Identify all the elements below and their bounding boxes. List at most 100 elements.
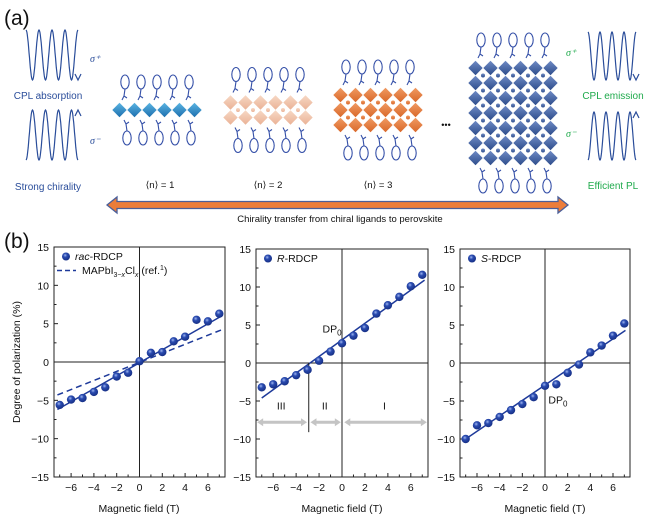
cation bbox=[376, 115, 380, 120]
region-label: III bbox=[277, 400, 286, 412]
data-point bbox=[586, 348, 595, 357]
chiral-ligand-icon bbox=[359, 134, 369, 161]
structure-n1-slab bbox=[112, 102, 202, 118]
data-point bbox=[101, 383, 110, 392]
ligand-chain bbox=[171, 119, 178, 132]
chiral-ligand-icon bbox=[186, 119, 196, 146]
octahedron bbox=[378, 117, 393, 133]
cation bbox=[481, 88, 485, 93]
cation bbox=[541, 148, 545, 153]
octahedron bbox=[513, 105, 528, 121]
wave-arrowhead-icon bbox=[74, 73, 82, 82]
octahedron bbox=[528, 105, 543, 121]
ligand-chain bbox=[342, 73, 349, 86]
cation bbox=[361, 100, 365, 105]
ligand-chain bbox=[525, 46, 532, 59]
chiral-ligand-icon bbox=[154, 119, 164, 146]
ligand-chain bbox=[541, 46, 548, 59]
wave-path bbox=[25, 109, 79, 161]
ligand-chain bbox=[266, 127, 273, 139]
cation bbox=[526, 148, 530, 153]
structure-n1 bbox=[112, 74, 202, 146]
chiral-ligand-icon bbox=[138, 119, 148, 146]
cation bbox=[526, 103, 530, 108]
chirality-transfer-arrow bbox=[105, 195, 570, 215]
x-tick-label: 2 bbox=[362, 482, 368, 494]
octahedron bbox=[498, 135, 513, 151]
ligand-chain bbox=[543, 167, 550, 180]
ligand-ring bbox=[295, 66, 305, 83]
octahedron bbox=[172, 102, 187, 118]
cpl-absorption-label: CPL absorption bbox=[14, 91, 83, 102]
cation bbox=[541, 133, 545, 138]
data-point bbox=[135, 357, 144, 366]
cation bbox=[511, 118, 515, 123]
y-tick-label: 0 bbox=[449, 358, 455, 370]
octahedron bbox=[483, 135, 498, 151]
octahedron bbox=[468, 60, 483, 76]
left-sigma-minus: σ⁻ bbox=[90, 136, 101, 147]
ligand-ring bbox=[526, 178, 536, 194]
ligand-chain bbox=[121, 88, 128, 101]
data-point bbox=[146, 348, 156, 357]
legend-part: MAPbI bbox=[82, 265, 114, 277]
ligand-ring bbox=[138, 130, 148, 146]
octahedron bbox=[528, 135, 543, 151]
data-point bbox=[395, 292, 404, 302]
octahedron bbox=[468, 135, 483, 151]
panel-b-label: (b) bbox=[4, 230, 30, 253]
y-tick-label: −15 bbox=[233, 472, 251, 484]
octahedron bbox=[348, 87, 363, 103]
octahedron bbox=[268, 110, 283, 125]
chiral-ligand-icon bbox=[231, 66, 241, 93]
octahedron bbox=[543, 75, 558, 91]
cation bbox=[526, 118, 530, 123]
cation bbox=[526, 88, 530, 93]
cation bbox=[496, 103, 500, 108]
data-point bbox=[360, 323, 370, 333]
cation bbox=[391, 115, 395, 120]
chiral-ligand-icon bbox=[391, 134, 401, 161]
x-tick-label: −2 bbox=[111, 482, 123, 494]
data-point bbox=[472, 421, 482, 430]
data-point bbox=[215, 309, 224, 318]
ligand-chain bbox=[232, 81, 239, 93]
octahedron bbox=[528, 150, 543, 166]
data-point bbox=[406, 282, 415, 291]
data-point bbox=[337, 339, 347, 348]
x-tick-label: −2 bbox=[313, 482, 325, 494]
cation bbox=[526, 133, 530, 138]
x-tick-label: 6 bbox=[205, 482, 211, 494]
octahedron bbox=[543, 150, 558, 166]
cation bbox=[281, 108, 285, 112]
octahedron bbox=[513, 75, 528, 91]
wave-arrowhead-icon bbox=[632, 110, 640, 119]
octahedron bbox=[223, 95, 238, 110]
region-arrowhead-left-icon bbox=[344, 418, 351, 427]
cation bbox=[511, 103, 515, 108]
data-point bbox=[372, 309, 381, 318]
y-tick-label: 5 bbox=[449, 320, 455, 332]
dp0-subscript: 0 bbox=[563, 399, 568, 408]
ligand-ring bbox=[540, 32, 550, 48]
octahedron bbox=[268, 95, 283, 110]
y-tick-label: 5 bbox=[245, 320, 251, 332]
ligand-chain bbox=[376, 134, 383, 147]
data-point bbox=[540, 381, 550, 390]
structure-bulk bbox=[468, 32, 558, 194]
ligand-chain bbox=[185, 88, 192, 101]
wave-arrowhead-icon bbox=[74, 108, 82, 117]
legend-suffix: -RDCP bbox=[285, 253, 318, 265]
chiral-ligand-icon bbox=[122, 119, 132, 146]
data-point bbox=[303, 365, 312, 375]
chiral-ligand-icon bbox=[540, 32, 550, 59]
octahedron bbox=[498, 120, 513, 136]
data-point bbox=[326, 347, 335, 356]
octahedron bbox=[513, 135, 528, 151]
octahedron bbox=[543, 105, 558, 121]
ligand-ring bbox=[542, 178, 552, 194]
chiral-ligand-icon bbox=[508, 32, 518, 59]
legend-marker bbox=[62, 252, 70, 261]
ligand-ring bbox=[373, 59, 383, 75]
